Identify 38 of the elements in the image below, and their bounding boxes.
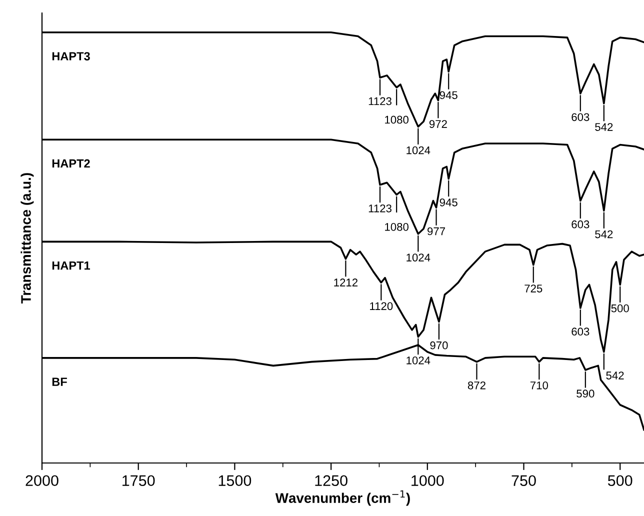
annotation: 970 — [430, 341, 448, 350]
annotation: 1080 — [385, 223, 408, 231]
annotation: 1080 — [385, 116, 408, 124]
y-axis-title: Transmittance (a.u.) — [20, 173, 34, 304]
annotation: 872 — [468, 381, 486, 390]
series-label: HAPT1 — [52, 261, 90, 270]
annotation: 542 — [595, 123, 613, 131]
x-axis-title: Wavenumber (cm$^{−1}$) — [275, 490, 410, 506]
annotation: 603 — [572, 113, 590, 122]
annotation: 1024 — [406, 356, 430, 364]
x-tick-label: 1000 — [412, 475, 444, 486]
annotation: 500 — [611, 304, 629, 312]
annotation: 1123 — [368, 97, 392, 106]
annotation: 1024 — [406, 254, 430, 262]
annotation: 1120 — [370, 302, 393, 310]
annotation: 590 — [576, 390, 594, 398]
annotation: 972 — [429, 120, 447, 128]
annotation: 542 — [606, 372, 624, 380]
annotation: 1123 — [368, 204, 392, 212]
annotation: 977 — [428, 227, 445, 236]
annotation: 1212 — [334, 278, 358, 286]
x-tick-label: 1250 — [315, 475, 348, 486]
x-tick-label: 750 — [512, 475, 536, 486]
annotation: 710 — [530, 381, 548, 390]
x-tick-label: 500 — [608, 475, 632, 486]
annotation: 945 — [440, 198, 458, 206]
series-label: HAPT2 — [52, 159, 90, 168]
annotation: 603 — [572, 220, 590, 228]
annotation: 542 — [595, 230, 613, 238]
x-tick-label: 1750 — [122, 475, 155, 486]
x-tick-label: 2000 — [26, 475, 58, 486]
annotation: 725 — [524, 284, 542, 292]
annotation: 945 — [440, 91, 458, 100]
series-label: HAPT3 — [52, 52, 90, 60]
annotation: 1024 — [406, 146, 430, 154]
x-tick-label: 1500 — [218, 475, 252, 486]
series-label: BF — [52, 378, 67, 386]
annotation: 603 — [572, 328, 590, 336]
